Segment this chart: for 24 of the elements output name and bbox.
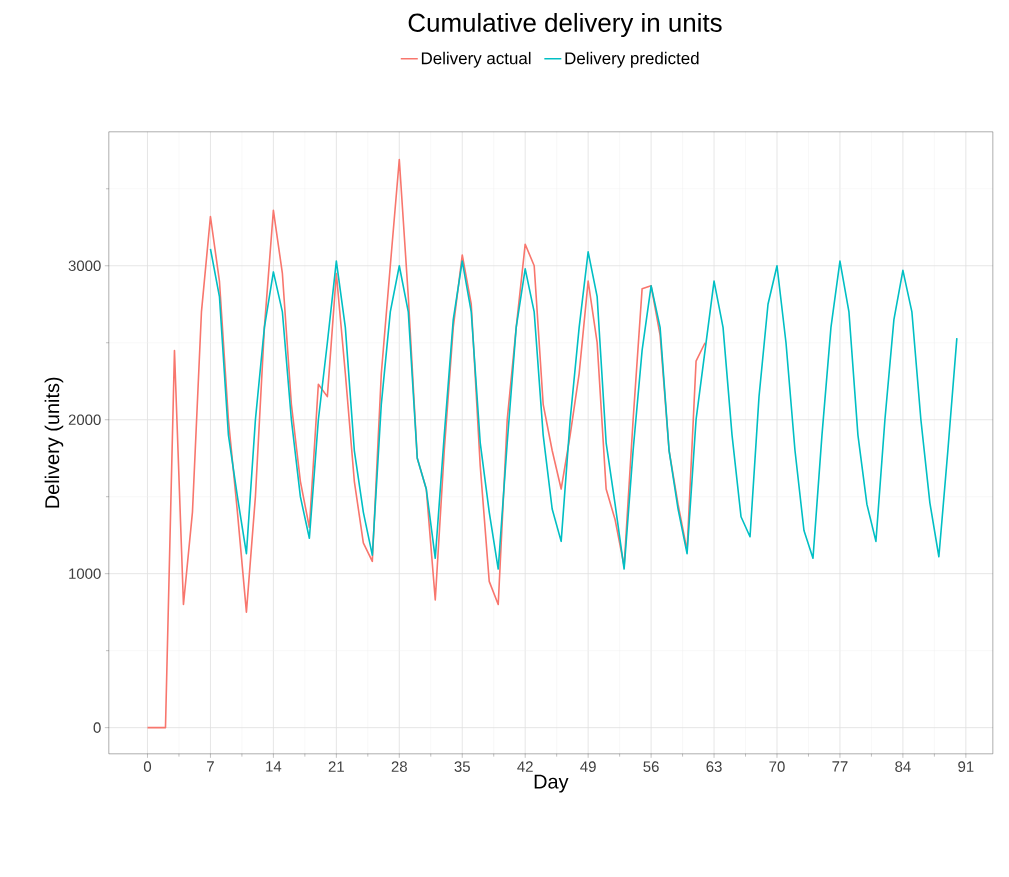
legend-label: Delivery actual bbox=[421, 51, 531, 68]
line-series bbox=[209, 248, 958, 570]
legend-label: Delivery predicted bbox=[565, 51, 699, 68]
y-tick-label: 2000 bbox=[68, 414, 101, 425]
x-tick-label: 63 bbox=[706, 761, 722, 772]
x-tick-label: 7 bbox=[207, 761, 214, 772]
x-tick-label: 77 bbox=[832, 761, 848, 772]
y-tick-label: 1000 bbox=[69, 568, 101, 579]
x-tick-label: 84 bbox=[895, 761, 911, 772]
x-tick-label: 49 bbox=[580, 761, 596, 772]
x-tick-label: 91 bbox=[958, 761, 974, 772]
y-tick-label: 3000 bbox=[68, 260, 101, 272]
y-axis-title: Delivery (units) bbox=[44, 377, 64, 508]
x-tick-label: 35 bbox=[454, 761, 470, 772]
x-tick-label: 28 bbox=[391, 761, 407, 772]
x-tick-label: 56 bbox=[643, 761, 659, 772]
y-tick-label: 0 bbox=[93, 722, 101, 733]
x-tick-label: 42 bbox=[517, 761, 533, 772]
x-axis-title: Day bbox=[534, 774, 569, 793]
x-tick-label: 14 bbox=[266, 761, 282, 772]
x-tick-label: 0 bbox=[143, 761, 152, 772]
x-tick-label: 70 bbox=[769, 761, 785, 772]
x-tick-label: 21 bbox=[328, 761, 344, 772]
chart-title: Cumulative delivery in units bbox=[408, 12, 722, 38]
